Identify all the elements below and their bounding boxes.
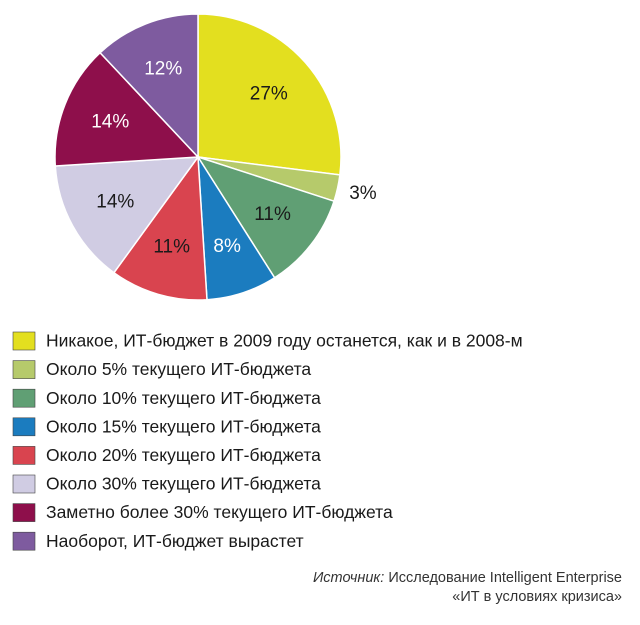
value-label: 11% — [254, 204, 291, 225]
legend-label: Заметно более 30% текущего ИТ-бюджета — [46, 502, 393, 522]
legend-label: Около 15% текущего ИТ-бюджета — [46, 416, 321, 436]
legend-swatch — [12, 331, 36, 351]
value-label: 11% — [153, 237, 190, 258]
legend-label: Около 5% текущего ИТ-бюджета — [46, 359, 311, 379]
legend-label: Около 30% текущего ИТ-бюджета — [46, 474, 321, 494]
pie-slice — [99, 13, 199, 159]
source-label: Источник: — [313, 570, 384, 586]
source: Источник: Исследование Intelligent Enter… — [313, 570, 622, 586]
source-text: Исследование Intelligent Enterprise — [388, 570, 622, 586]
legend-swatch — [12, 417, 36, 437]
value-label: 8% — [213, 236, 241, 257]
legend-label: Около 10% текущего ИТ-бюджета — [46, 388, 321, 408]
legend-label: Никакое, ИТ-бюджет в 2009 году останется… — [46, 331, 523, 351]
legend-swatch — [12, 474, 36, 494]
value-label: 14% — [91, 111, 129, 132]
pie-slice — [54, 51, 200, 167]
source-line2: «ИТ в условиях кризиса» — [452, 589, 622, 605]
pie-slice — [197, 13, 342, 176]
value-label: 27% — [250, 84, 288, 105]
value-label: 12% — [144, 58, 182, 79]
value-label: 14% — [96, 191, 134, 212]
value-label: 3% — [349, 183, 377, 204]
legend-swatch — [12, 446, 36, 465]
legend-label: Около 20% текущего ИТ-бюджета — [46, 445, 321, 465]
pie-slice — [196, 155, 335, 279]
legend-swatch — [12, 503, 36, 522]
legend-swatch — [12, 388, 36, 408]
legend-label: Наоборот, ИТ-бюджет вырастет — [46, 531, 304, 551]
pie-slice — [112, 154, 208, 301]
pie-slice — [54, 156, 200, 274]
legend-swatch — [12, 531, 36, 551]
legend-swatch — [12, 360, 36, 379]
